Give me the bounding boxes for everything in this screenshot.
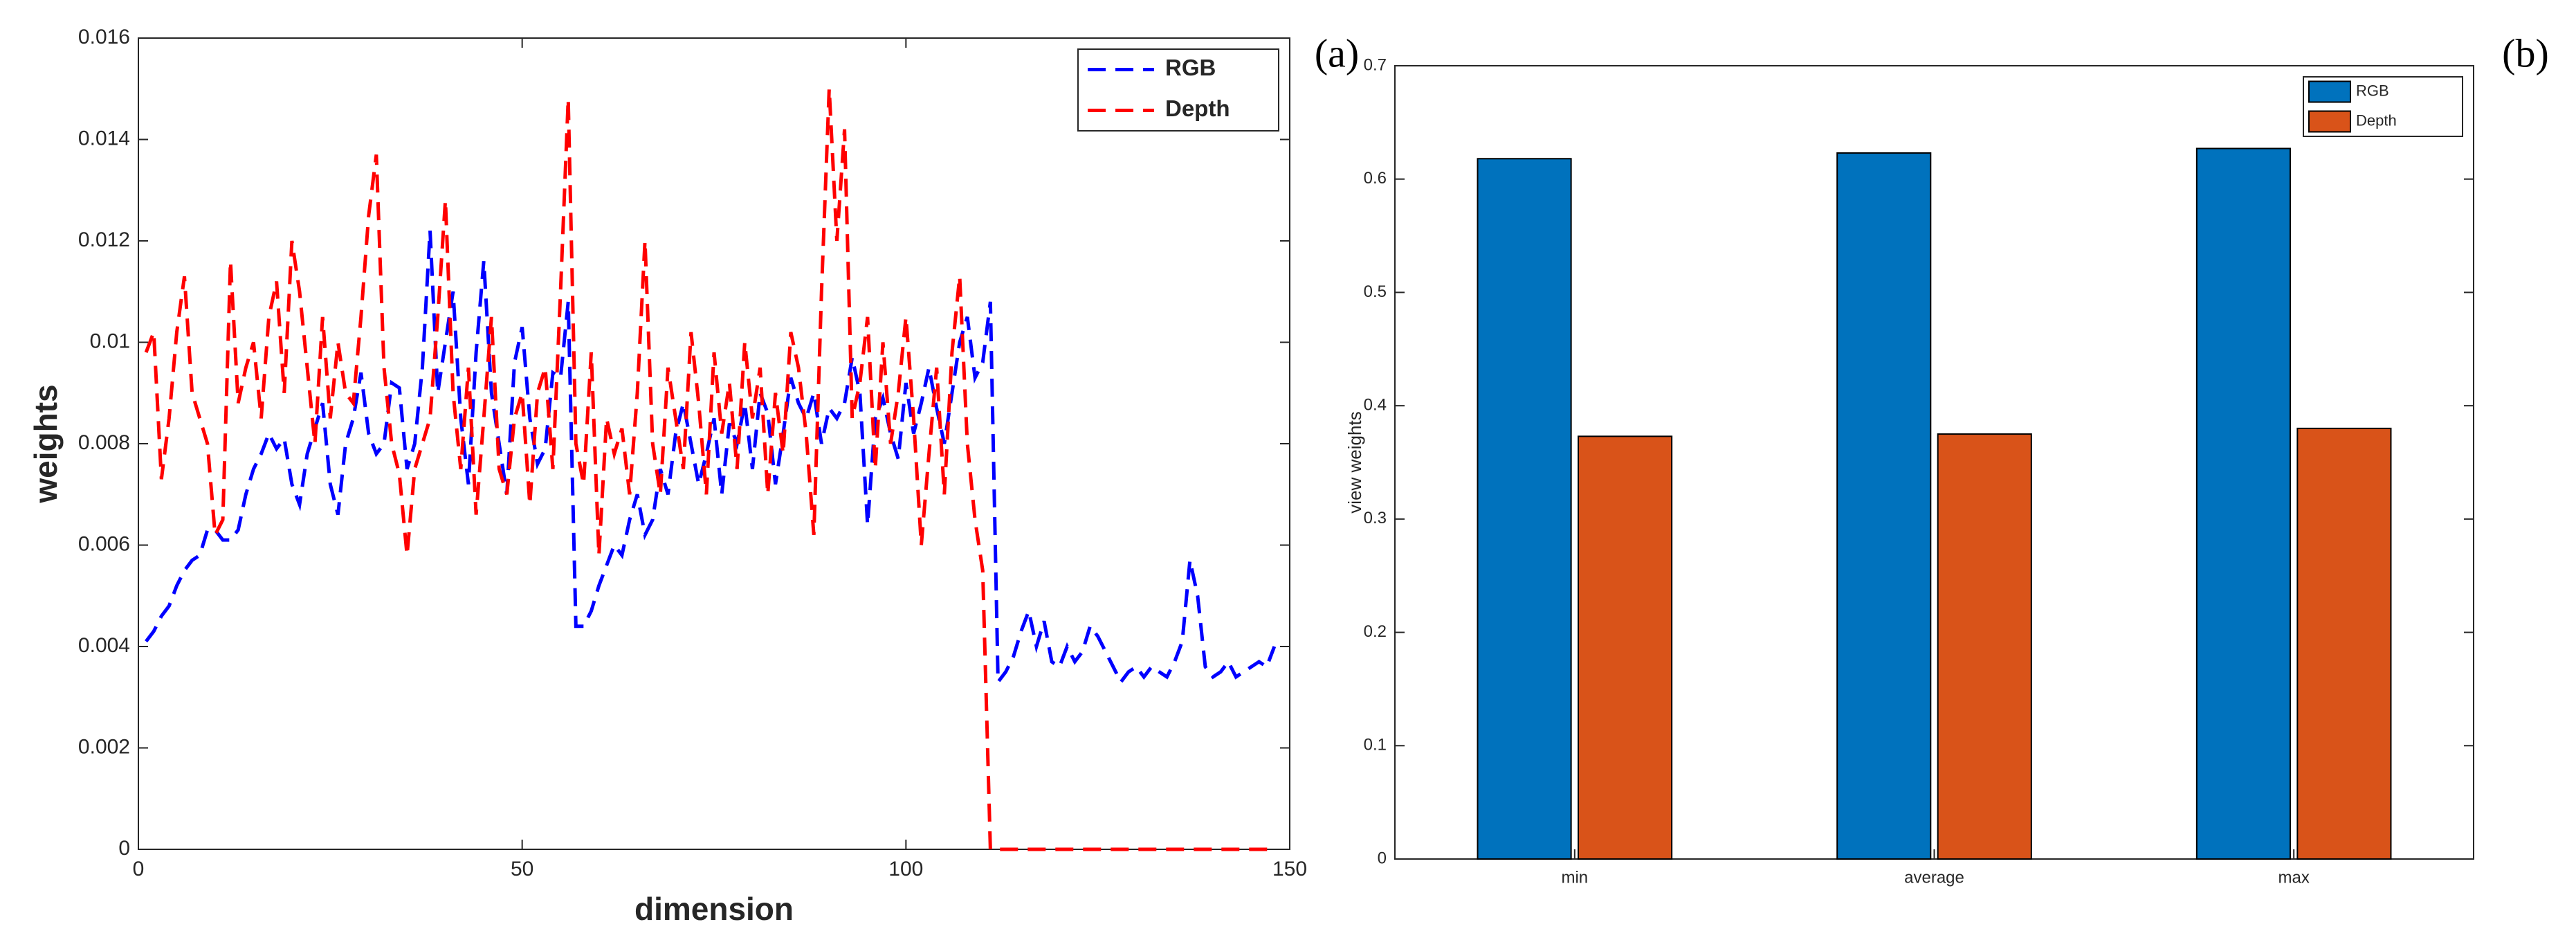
panel-label: (b) bbox=[2502, 30, 2549, 75]
bar bbox=[1477, 158, 1572, 860]
y-tick-label: 0.3 bbox=[1364, 509, 1387, 527]
line-series bbox=[144, 89, 1275, 851]
bar bbox=[2296, 427, 2392, 860]
x-tick-label: min bbox=[1561, 868, 1588, 887]
bar bbox=[2195, 147, 2291, 860]
y-tick-label: 0.7 bbox=[1364, 55, 1387, 74]
y-tick-label: 0.01 bbox=[90, 329, 130, 352]
y-tick-label: 0 bbox=[118, 837, 130, 860]
y-tick-label: 0.002 bbox=[78, 735, 130, 758]
bar bbox=[1836, 152, 1932, 860]
legend-box bbox=[1077, 48, 1279, 132]
plot-area bbox=[138, 37, 1290, 850]
panel-label: (a) bbox=[1315, 30, 1359, 75]
legend-swatch bbox=[2308, 80, 2351, 103]
legend-label: RGB bbox=[2356, 82, 2389, 99]
legend-label: RGB bbox=[1165, 55, 1216, 80]
x-tick-label: 0 bbox=[133, 858, 145, 880]
plot-area bbox=[1394, 65, 2474, 860]
y-tick-label: 0.2 bbox=[1364, 622, 1387, 641]
y-tick-label: 0.008 bbox=[78, 431, 130, 454]
y-tick-label: 0.014 bbox=[78, 127, 130, 150]
legend-label: Depth bbox=[1165, 96, 1230, 121]
x-tick-label: max bbox=[2278, 868, 2309, 887]
x-tick-label: 100 bbox=[888, 858, 923, 880]
y-axis-label: view weights bbox=[1344, 411, 1365, 513]
bar bbox=[1578, 435, 1673, 860]
bar bbox=[1937, 433, 2032, 860]
y-tick-label: 0 bbox=[1378, 849, 1387, 867]
legend-label: Depth bbox=[2356, 111, 2397, 129]
x-axis-label: dimension bbox=[634, 891, 794, 927]
x-tick-label: 150 bbox=[1272, 858, 1307, 880]
legend-swatch bbox=[2308, 110, 2351, 133]
y-tick-label: 0.4 bbox=[1364, 395, 1387, 414]
y-tick-label: 0.004 bbox=[78, 634, 130, 657]
y-tick-label: 0.6 bbox=[1364, 169, 1387, 188]
y-tick-label: 0.5 bbox=[1364, 282, 1387, 301]
x-tick-label: average bbox=[1904, 868, 1964, 887]
y-tick-label: 0.006 bbox=[78, 532, 130, 555]
y-tick-label: 0.1 bbox=[1364, 736, 1387, 754]
y-tick-label: 0.016 bbox=[78, 26, 130, 48]
x-tick-label: 50 bbox=[511, 858, 533, 880]
y-tick-label: 0.012 bbox=[78, 228, 130, 251]
y-axis-label: weights bbox=[28, 384, 64, 503]
